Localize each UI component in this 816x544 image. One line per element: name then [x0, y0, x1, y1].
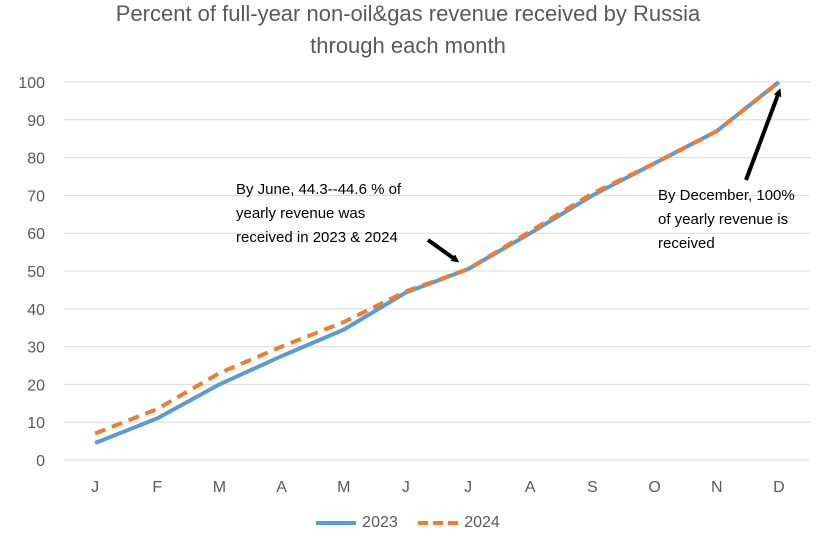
x-tick-label-10: N	[711, 479, 723, 496]
x-tick-label-6: J	[464, 479, 472, 496]
annotation-june-line-1: By June, 44.3--44.6 % of	[236, 181, 402, 198]
x-tick-label-8: S	[587, 479, 598, 496]
y-tick-label-20: 20	[27, 377, 45, 394]
series-line-2024	[94, 80, 781, 436]
chart-title: Percent of full-year non-oil&gas revenue…	[0, 0, 816, 62]
y-tick-label-100: 100	[18, 75, 45, 92]
y-tick-label-10: 10	[27, 415, 45, 432]
x-tick-label-1: F	[152, 479, 162, 496]
x-tick-label-5: J	[402, 479, 410, 496]
annotation-june-arrow	[426, 238, 460, 263]
legend-label-2024: 2024	[464, 514, 500, 531]
annotation-june-line-2: yearly revenue was	[236, 205, 366, 222]
annotation-december: By December, 100% of yearly revenue is r…	[658, 184, 795, 256]
legend-swatch-2023	[316, 521, 357, 525]
x-tick-label-0: J	[91, 479, 99, 496]
legend-label-2023: 2023	[362, 514, 398, 531]
annotation-december-arrow	[744, 88, 782, 181]
annotation-december-line-3: received	[658, 235, 715, 252]
annotation-december-line-1: By December, 100%	[658, 187, 795, 204]
annotation-june-line-3: received in 2023 & 2024	[236, 229, 398, 246]
chart-title-line-1: Percent of full-year non-oil&gas revenue…	[115, 1, 701, 26]
y-tick-label-90: 90	[27, 113, 45, 130]
annotation-june: By June, 44.3--44.6 % of yearly revenue …	[236, 178, 401, 250]
legend-item-2023: 2023	[316, 514, 398, 532]
y-tick-label-50: 50	[27, 264, 45, 281]
legend-swatch-2024	[418, 521, 459, 525]
y-tick-label-40: 40	[27, 302, 45, 319]
chart-legend: 2023 2024	[0, 512, 816, 532]
x-tick-label-7: A	[525, 479, 536, 496]
x-tick-label-11: D	[773, 479, 785, 496]
y-tick-label-30: 30	[27, 340, 45, 357]
chart-title-line-2: through each month	[310, 33, 506, 58]
y-tick-label-80: 80	[27, 151, 45, 168]
y-tick-label-70: 70	[27, 188, 45, 205]
legend-item-2024: 2024	[418, 514, 500, 532]
x-tick-label-3: A	[276, 479, 287, 496]
x-tick-label-2: M	[213, 479, 226, 496]
x-tick-label-4: M	[337, 479, 350, 496]
y-tick-label-60: 60	[27, 226, 45, 243]
annotation-december-line-2: of yearly revenue is	[658, 211, 789, 228]
x-tick-label-9: O	[648, 479, 660, 496]
y-tick-label-0: 0	[36, 453, 45, 470]
series-line-2023	[94, 80, 781, 445]
